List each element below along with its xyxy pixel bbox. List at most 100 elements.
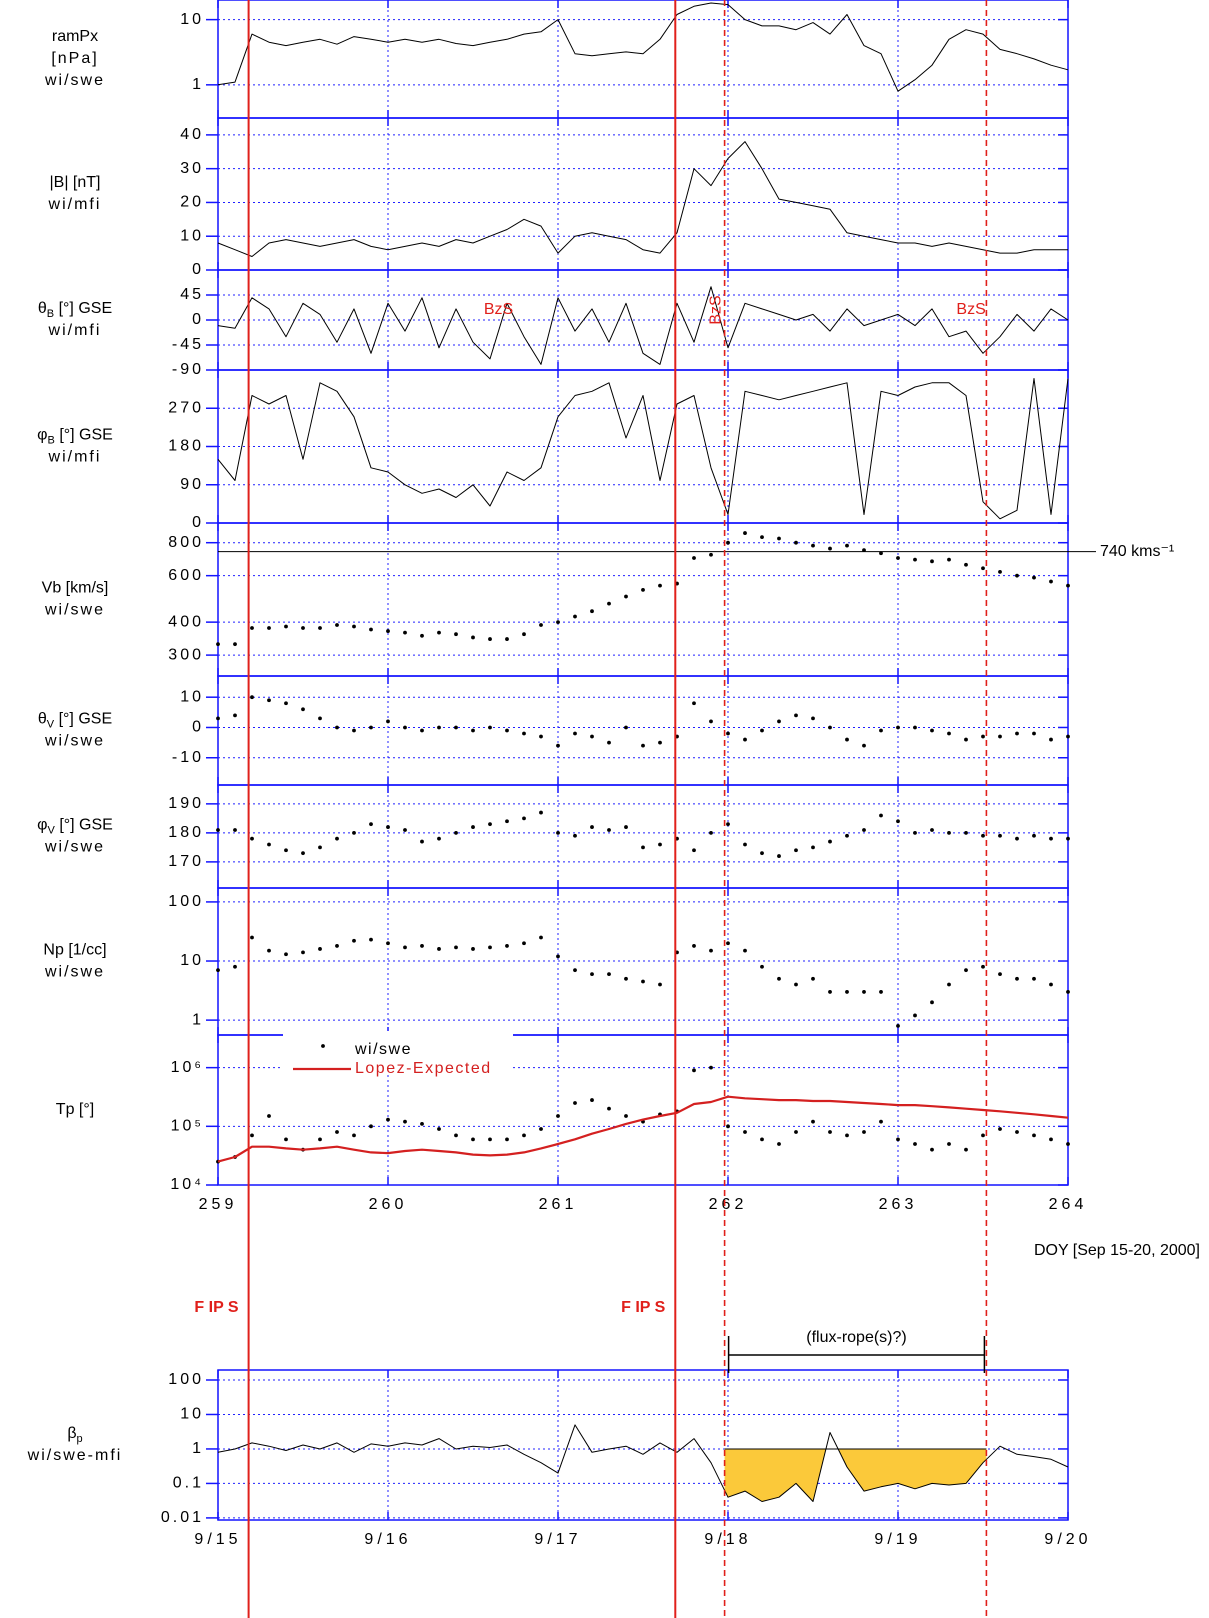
data-point xyxy=(760,728,764,733)
y-tick-label: 40 xyxy=(180,126,204,143)
panel-frame xyxy=(217,784,1069,889)
y-axis-label: θB [°] GSE xyxy=(38,300,112,320)
data-point xyxy=(828,990,832,994)
y-tick-label: 600 xyxy=(168,567,204,584)
annotation: BzS xyxy=(707,295,724,324)
legend-marker xyxy=(321,1044,325,1048)
data-point xyxy=(998,734,1002,739)
data-point xyxy=(505,637,509,641)
y-tick-label: 190 xyxy=(168,795,204,812)
y-tick-label: 1 xyxy=(192,76,204,93)
data-point xyxy=(318,1137,322,1142)
data-point xyxy=(964,737,968,742)
data-point xyxy=(352,728,356,733)
legend-label: wi/swe xyxy=(354,1041,412,1058)
data-point xyxy=(1015,731,1019,736)
y-axis-label: wi/mfi xyxy=(48,322,102,339)
data-point xyxy=(573,1101,577,1105)
data-point xyxy=(403,630,407,635)
data-point xyxy=(403,945,407,950)
y-tick-label: 100 xyxy=(168,893,204,910)
y-axis-label: Tp [°] xyxy=(56,1101,94,1118)
y-axis-label: ramPx xyxy=(52,28,98,45)
data-point xyxy=(352,624,356,629)
data-point xyxy=(267,626,271,630)
data-point xyxy=(573,833,577,838)
data-point xyxy=(284,1137,288,1142)
data-point xyxy=(981,734,985,739)
data-point xyxy=(896,556,900,560)
data-point xyxy=(913,1013,917,1018)
panel-frame xyxy=(217,1034,1069,1186)
data-point xyxy=(743,531,747,535)
data-point xyxy=(505,944,509,948)
y-axis-label: wi/swe xyxy=(44,733,105,750)
data-point xyxy=(301,626,305,630)
data-point xyxy=(811,976,815,981)
data-point xyxy=(624,725,628,730)
x-tick-label: 260 xyxy=(369,1196,408,1213)
x-tick-label: 264 xyxy=(1049,1196,1088,1213)
data-point xyxy=(420,633,424,638)
data-point xyxy=(947,1142,951,1146)
data-point xyxy=(930,828,934,832)
legend-label: Lopez-Expected xyxy=(355,1060,492,1077)
data-point xyxy=(250,695,254,700)
data-point xyxy=(743,948,747,953)
data-point xyxy=(964,830,968,835)
y-tick-label: 270 xyxy=(168,399,204,416)
x-tick-label: 261 xyxy=(539,1196,578,1213)
data-point xyxy=(624,594,628,599)
data-point xyxy=(233,713,237,718)
y-axis-label: wi/swe xyxy=(44,72,105,89)
y-tick-label: 180 xyxy=(168,438,204,455)
data-point xyxy=(794,713,798,718)
data-point xyxy=(896,725,900,730)
data-point xyxy=(403,1119,407,1124)
y-tick-label: 45 xyxy=(180,286,204,303)
x-tick-label: 9/17 xyxy=(534,1531,581,1548)
data-point xyxy=(1015,1130,1019,1134)
y-tick-label: 180 xyxy=(168,824,204,841)
data-point xyxy=(505,819,509,824)
y-axis-label: wi/swe xyxy=(44,602,105,619)
data-point xyxy=(828,546,832,551)
y-tick-label: 10 xyxy=(180,11,204,28)
data-point xyxy=(607,740,611,745)
y-tick-label: -10 xyxy=(172,749,204,766)
data-point xyxy=(726,822,730,827)
data-point xyxy=(828,839,832,844)
data-point xyxy=(454,632,458,637)
y-tick-label: 0 xyxy=(192,261,204,278)
data-point xyxy=(641,587,645,592)
data-point xyxy=(998,1127,1002,1131)
panel-frame xyxy=(217,1369,1069,1521)
data-point xyxy=(284,701,288,706)
data-point xyxy=(539,810,543,815)
data-point xyxy=(335,944,339,948)
data-point xyxy=(930,559,934,564)
data-point xyxy=(913,1142,917,1146)
data-point xyxy=(471,635,475,640)
data-point xyxy=(1015,836,1019,841)
annotation: BzS xyxy=(484,301,513,318)
label-text: [°] GSE xyxy=(55,817,113,834)
data-point xyxy=(845,737,849,742)
data-point xyxy=(641,845,645,850)
y-tick-label: 400 xyxy=(168,613,204,630)
data-point xyxy=(488,725,492,730)
y-axis-label: Vb [km/s] xyxy=(42,580,109,597)
data-point xyxy=(913,725,917,730)
data-point xyxy=(658,583,662,588)
data-point xyxy=(590,825,594,829)
data-point xyxy=(607,972,611,977)
data-point xyxy=(590,1098,594,1102)
data-line xyxy=(217,1095,1069,1163)
y-tick-label: 0 xyxy=(192,514,204,531)
data-point xyxy=(1015,976,1019,981)
data-point xyxy=(1066,836,1070,841)
data-point xyxy=(879,813,883,818)
data-point xyxy=(624,976,628,981)
data-point xyxy=(964,1147,968,1152)
data-point xyxy=(488,822,492,827)
